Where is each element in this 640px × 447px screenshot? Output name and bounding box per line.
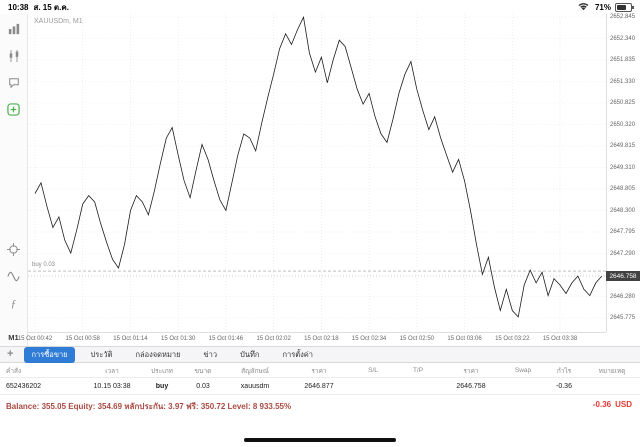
total-profit: -0.36 USD (593, 400, 632, 409)
col-order: คำสั่ง (6, 367, 22, 375)
indicators-icon[interactable] (6, 269, 21, 284)
total-profit-currency: USD (615, 400, 632, 409)
price-tick: 2649.815 (610, 143, 636, 149)
cell-open-price: 2646.877 (304, 382, 334, 390)
price-tick: 2647.795 (610, 229, 636, 235)
col-open-price: ราคา (311, 367, 327, 375)
crosshair-icon[interactable] (6, 242, 21, 257)
price-tick: 2650.320 (610, 121, 636, 128)
tab-news[interactable]: ข่าว (203, 349, 218, 359)
clock: 10:38 (8, 2, 29, 12)
time-tick: 15 Oct 03:06 (447, 336, 482, 342)
chart-toolbar: ƒ M1 (0, 14, 28, 346)
price-tick: 2652.340 (610, 35, 636, 42)
tab-mailbox[interactable]: กล่องจดหมาย (135, 349, 181, 359)
positions-table: คำสั่ง เวลา ประเภท ขนาด สัญลักษณ์ ราคา S… (0, 364, 640, 395)
functions-icon[interactable]: ƒ (10, 297, 17, 310)
time-tick: 15 Oct 03:22 (495, 336, 530, 342)
cell-profit: -0.36 (556, 382, 572, 390)
price-tick: 2649.310 (610, 164, 636, 171)
tab-trade[interactable]: การซื้อขาย (24, 346, 75, 363)
time-tick: 15 Oct 00:42 (17, 336, 53, 342)
price-tick: 2646.280 (610, 293, 636, 300)
time-tick: 15 Oct 03:38 (542, 336, 578, 342)
cell-time: 10.15 03:38 (93, 382, 131, 390)
col-profit: กำไร (556, 367, 572, 375)
tab-settings[interactable]: การตั้งค่า (282, 349, 313, 359)
wifi-icon (576, 0, 591, 15)
table-header-row: คำสั่ง เวลา ประเภท ขนาด สัญลักษณ์ ราคา S… (0, 364, 640, 378)
bottom-tab-bar: + การซื้อขาย ประวัติ กล่องจดหมาย ข่าว บั… (0, 346, 640, 363)
battery-percent: 71% (594, 2, 611, 12)
time-axis: 15 Oct 00:42 15 Oct 00:58 15 Oct 01:14 15 O… (18, 332, 606, 347)
price-tick: 2648.300 (610, 207, 636, 214)
col-sl: S/L (368, 367, 378, 374)
price-tick: 2652.845 (610, 14, 636, 20)
col-time: เวลา (105, 367, 119, 375)
cell-symbol: xauusdm (240, 382, 270, 390)
time-tick: 15 Oct 01:14 (113, 336, 148, 342)
table-row[interactable]: 652436202 10.15 03:38 buy 0.03 xauusdm 2… (0, 378, 640, 395)
chart-svg[interactable] (28, 14, 606, 332)
price-axis: 2652.845 2652.340 2651.835 2651.330 2650.825… (606, 14, 640, 332)
col-swap: Swap (514, 367, 532, 374)
new-order-icon[interactable] (6, 102, 21, 117)
bar-chart-icon[interactable] (6, 21, 21, 36)
chat-icon[interactable] (6, 75, 21, 90)
col-symbol: สัญลักษณ์ (241, 367, 269, 375)
cell-volume: 0.03 (196, 382, 210, 390)
tab-history[interactable]: ประวัติ (90, 349, 113, 359)
battery-icon (615, 2, 634, 12)
col-type: ประเภท (151, 367, 173, 375)
time-tick: 15 Oct 01:30 (160, 336, 196, 342)
cell-order: 652436202 (6, 382, 42, 390)
time-tick: 15 Oct 01:46 (208, 336, 244, 342)
current-price-tag: 2646.758 (606, 271, 640, 282)
add-icon[interactable]: + (7, 348, 14, 360)
position-label: buy 0.03 (32, 262, 56, 269)
time-tick: 15 Oct 02:50 (399, 336, 434, 342)
chart-symbol-label: XAUUSDm, M1 (34, 18, 83, 25)
time-tick: 15 Oct 00:58 (65, 336, 100, 342)
price-tick: 2648.805 (610, 186, 636, 192)
col-comment: หมายเหตุ (598, 367, 626, 375)
account-summary: Balance: 355.05 Equity: 354.69 หลักประกั… (6, 402, 292, 411)
price-tick: 2650.825 (610, 100, 636, 106)
price-tick: 2647.290 (610, 250, 636, 257)
col-volume: ขนาด (194, 367, 212, 375)
time-tick: 15 Oct 02:18 (304, 336, 339, 342)
total-profit-value: -0.36 (592, 400, 612, 409)
cell-type: buy (155, 382, 169, 390)
time-tick: 15 Oct 02:34 (351, 336, 387, 342)
home-indicator[interactable] (244, 438, 396, 442)
date-label: ส. 15 ต.ค. (33, 2, 69, 12)
time-tick: 15 Oct 02:02 (256, 336, 291, 342)
status-bar: 10:38 ส. 15 ต.ค. 71% (0, 0, 640, 14)
price-tick: 2645.775 (610, 315, 636, 321)
timeframe-button[interactable]: M1 (8, 333, 19, 342)
tab-journal[interactable]: บันทึก (240, 349, 260, 359)
cell-price: 2646.758 (456, 382, 486, 390)
col-price: ราคา (463, 367, 479, 375)
price-tick: 2651.835 (610, 57, 636, 63)
col-tp: T/P (412, 367, 424, 374)
price-tick: 2651.330 (610, 78, 636, 85)
candlestick-chart-icon[interactable] (6, 48, 21, 63)
